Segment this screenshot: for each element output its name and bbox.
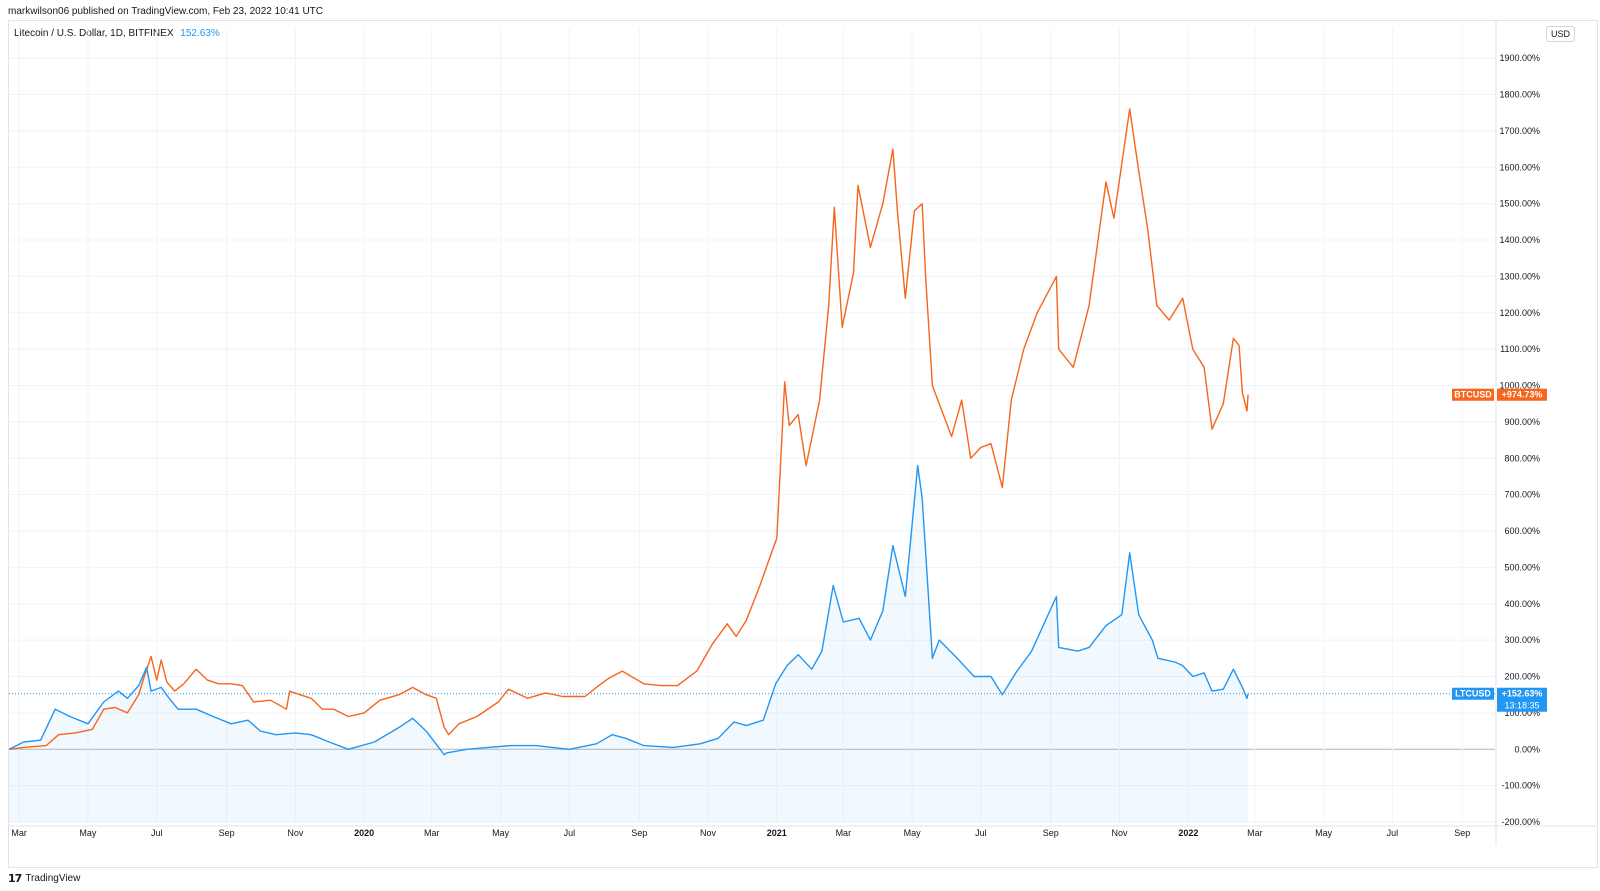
x-tick-label: Sep [1454,828,1470,838]
x-tick-label: Mar [424,828,440,838]
x-tick-label: Jul [564,828,576,838]
ltcusd-countdown-text: 13:18:35 [1504,701,1539,711]
x-tick-label: Jul [1387,828,1399,838]
y-tick-label: 1700.00% [1499,126,1540,136]
y-tick-label: 0.00% [1514,744,1540,754]
y-tick-label: 1300.00% [1499,271,1540,281]
y-tick-label: 1400.00% [1499,235,1540,245]
y-tick-label: 1500.00% [1499,199,1540,209]
y-tick-label: 1000.00% [1499,381,1540,391]
btcusd-value-text: +974.73% [1502,390,1543,400]
x-tick-label: Mar [11,828,27,838]
ltcusd-name-tag [1452,687,1494,700]
tradingview-logo-icon: 17 [8,872,22,885]
y-tick-label: -200.00% [1501,817,1540,827]
publish-header: markwilson06 published on TradingView.co… [8,6,323,17]
x-tick-label: Nov [1112,828,1129,838]
btcusd-name-text: BTCUSD [1454,390,1492,400]
x-tick-label: Nov [287,828,304,838]
y-tick-label: 200.00% [1504,672,1540,682]
y-tick-label: 500.00% [1504,562,1540,572]
ltcusd-value-tag [1497,687,1547,712]
y-tick-label: 1800.00% [1499,90,1540,100]
x-tick-label: 2020 [354,828,374,838]
y-tick-label: 700.00% [1504,490,1540,500]
btcusd-value-tag [1497,388,1547,401]
y-tick-label: 1600.00% [1499,162,1540,172]
footer: 17 TradingView [8,872,80,885]
ltc-area-fill [9,465,1249,822]
y-tick-label: 100.00% [1504,708,1540,718]
btcusd-badge: BTCUSD +974.73% [1452,388,1547,401]
footer-brand: TradingView [25,873,81,884]
y-tick-label: 300.00% [1504,635,1540,645]
ltcusd-value-text: +152.63% [1502,689,1543,699]
y-tick-label: 600.00% [1504,526,1540,536]
btcusd-name-tag [1452,388,1494,401]
ltcusd-line [8,464,1249,756]
grid-lines [9,28,1495,823]
currency-badge[interactable]: USD [1546,26,1576,42]
x-tick-label: 2022 [1178,828,1198,838]
ltcusd-badge: LTCUSD +152.63% 13:18:35 [1452,687,1547,712]
legend-symbol: Litecoin / U.S. Dollar, 1D, BITFINEX [14,28,174,39]
ltcusd-name-text: LTCUSD [1455,689,1491,699]
x-tick-label: Nov [700,828,717,838]
x-tick-label: Mar [836,828,852,838]
y-tick-label: 1900.00% [1499,53,1540,63]
btcusd-line [8,108,1249,750]
x-tick-label: May [79,828,97,838]
y-tick-label: -100.00% [1501,781,1540,791]
x-tick-label: Sep [219,828,235,838]
y-tick-label: 900.00% [1504,417,1540,427]
x-tick-label: May [904,828,922,838]
x-tick-label: Mar [1247,828,1263,838]
legend-change: 152.63% [180,28,220,39]
y-tick-label: 1200.00% [1499,308,1540,318]
x-tick-label: Jul [975,828,987,838]
x-tick-label: May [1315,828,1333,838]
chart-legend: Litecoin / U.S. Dollar, 1D, BITFINEX 152… [14,28,220,39]
y-tick-label: 1100.00% [1500,344,1540,354]
x-tick-label: Jul [151,828,163,838]
x-tick-label: Sep [1043,828,1059,838]
x-tick-label: Sep [631,828,647,838]
y-tick-label: 800.00% [1504,453,1540,463]
x-tick-label: May [492,828,510,838]
y-tick-label: 400.00% [1504,599,1540,609]
x-tick-label: 2021 [767,828,787,838]
